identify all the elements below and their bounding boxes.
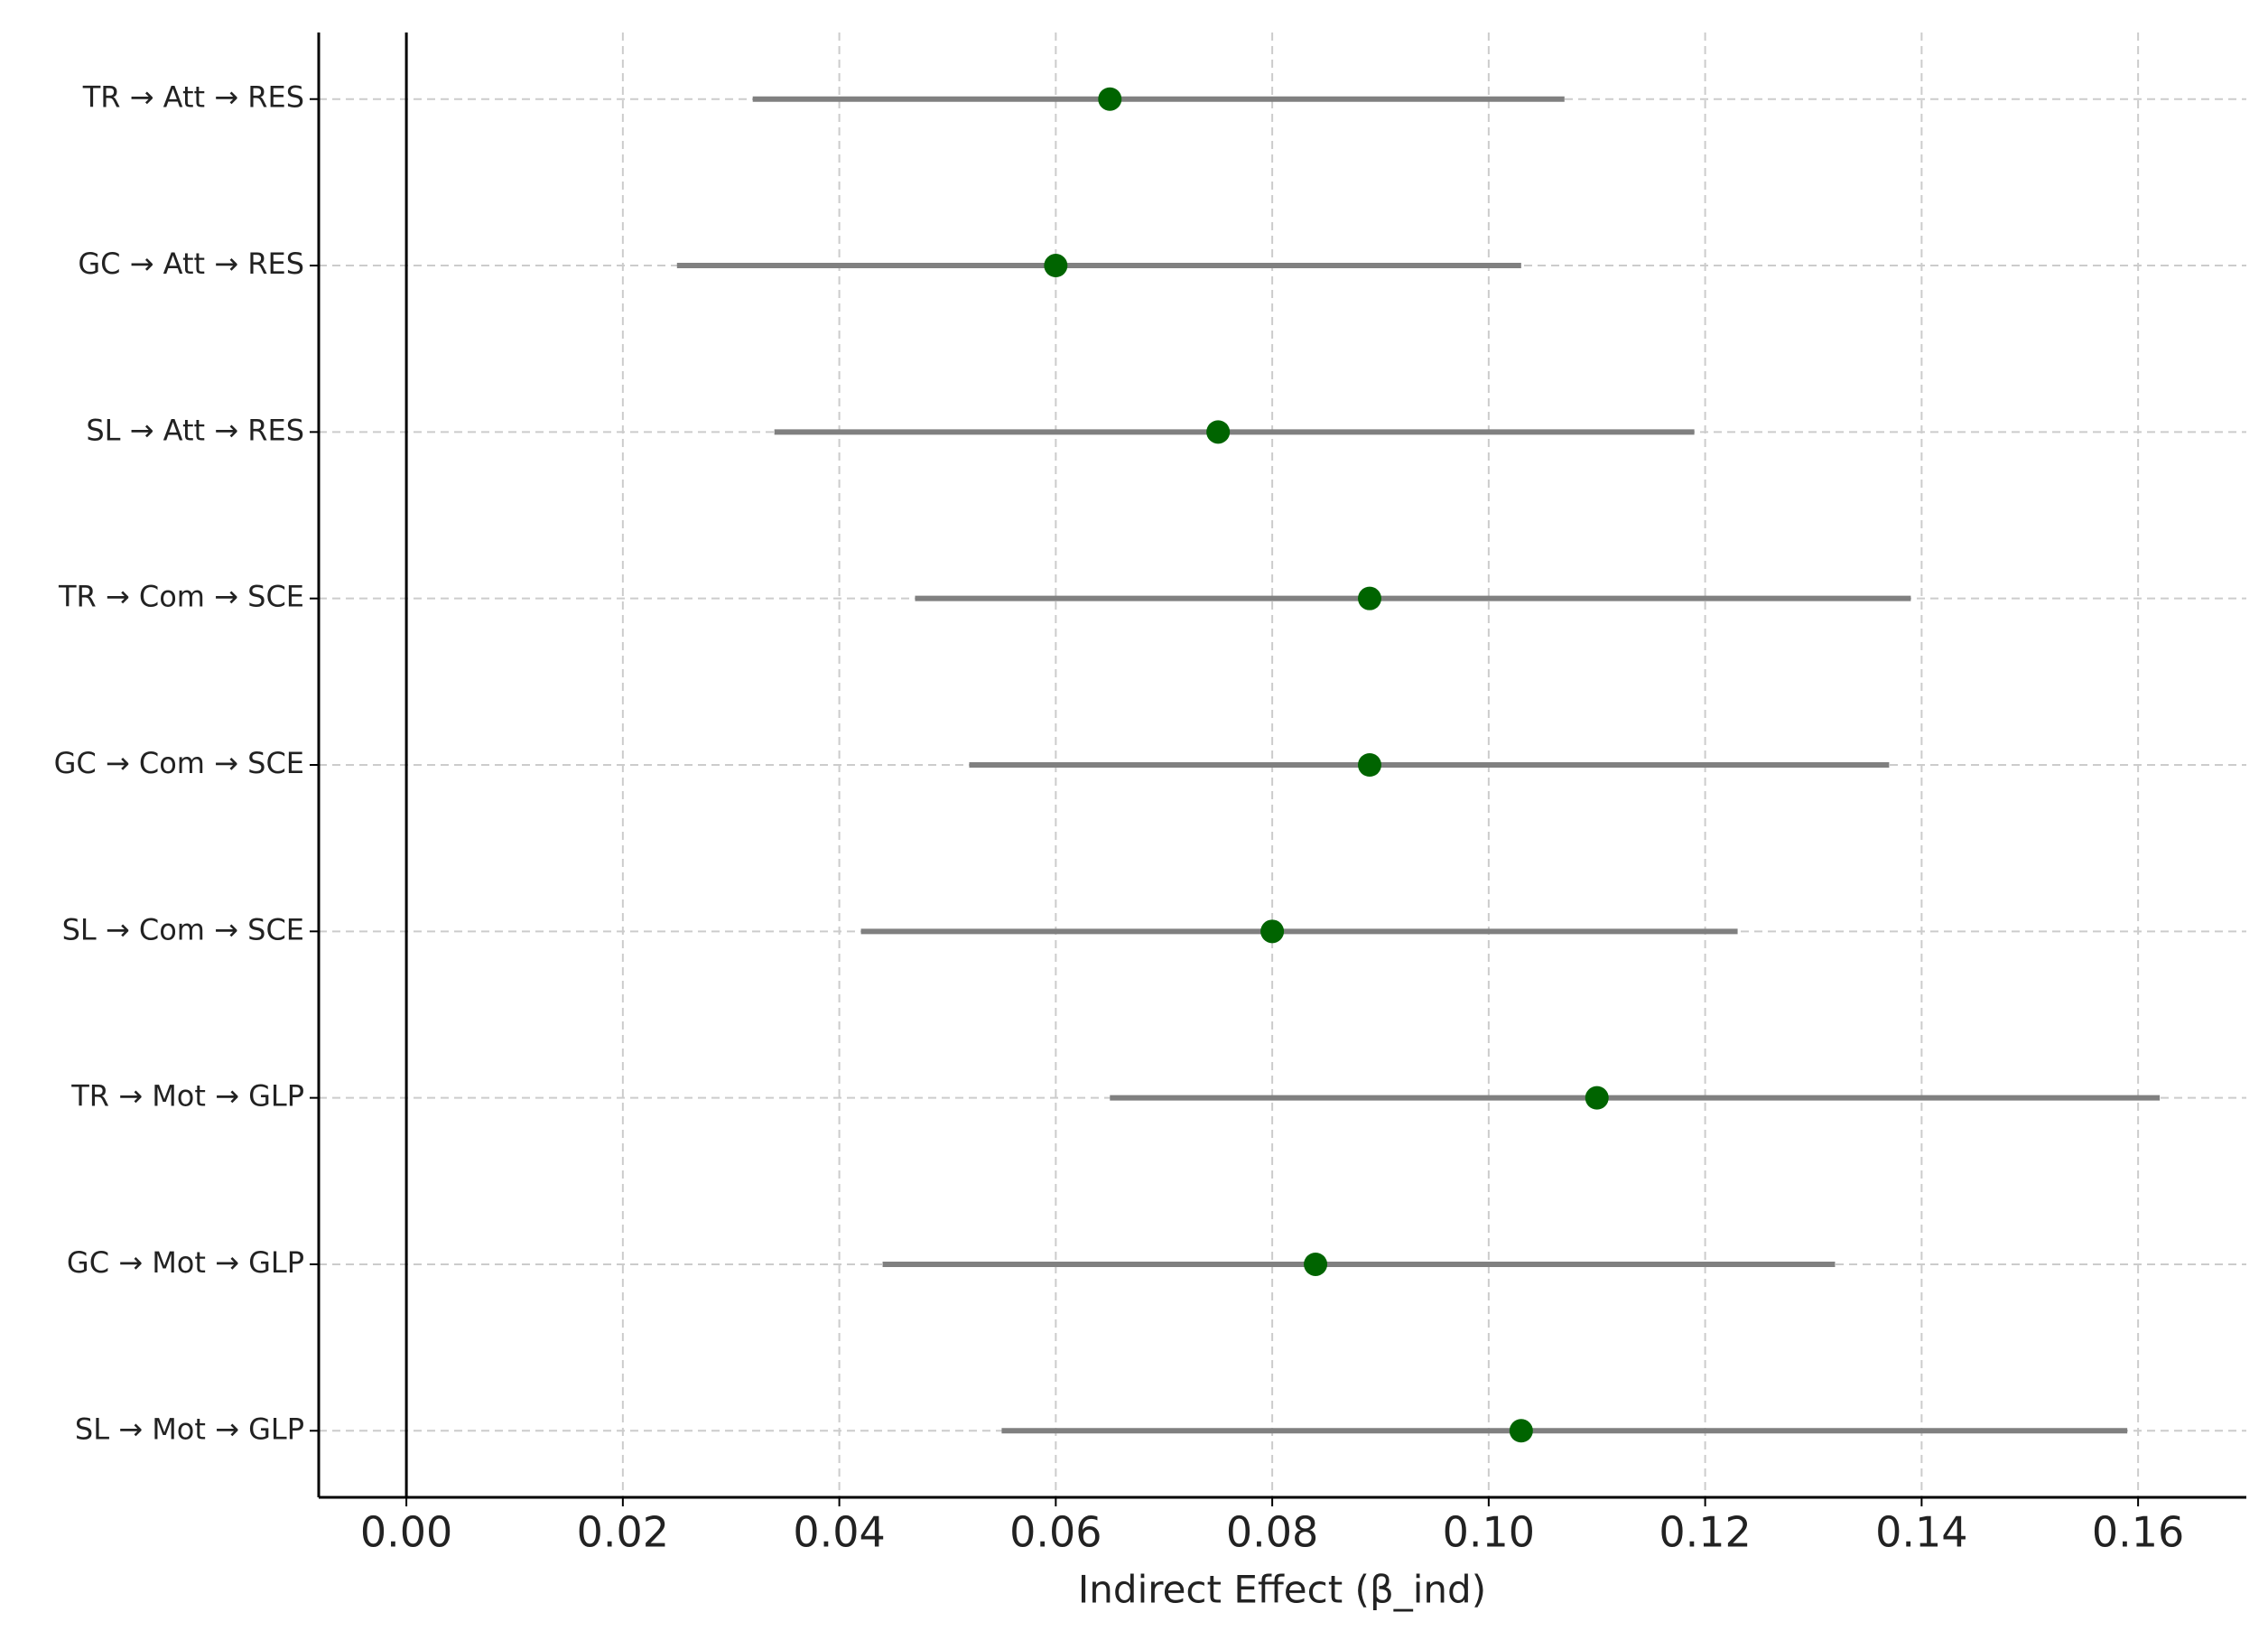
- point-estimate: [1304, 1252, 1328, 1276]
- y-tick-label: SL → Com → SCE: [62, 912, 304, 946]
- point-estimate: [1585, 1086, 1609, 1110]
- y-tick-label: GC → Com → SCE: [54, 746, 304, 780]
- point-estimate: [1358, 753, 1382, 777]
- point-estimate: [1044, 254, 1068, 278]
- x-tick-label: 0.10: [1443, 1508, 1535, 1557]
- point-estimate: [1260, 919, 1285, 944]
- point-estimate: [1206, 420, 1231, 444]
- x-axis-label: Indirect Effect (β_ind): [1078, 1568, 1486, 1612]
- y-tick-label: GC → Att → RES: [78, 247, 304, 281]
- y-tick-label: TR → Att → RES: [82, 80, 304, 115]
- point-estimate: [1509, 1419, 1533, 1443]
- y-tick-label: SL → Mot → GLP: [75, 1412, 304, 1446]
- x-tick-label: 0.14: [1875, 1508, 1967, 1557]
- x-tick-label: 0.00: [360, 1508, 452, 1557]
- x-tick-label: 0.06: [1009, 1508, 1101, 1557]
- y-tick-label: SL → Att → RES: [86, 413, 304, 447]
- point-estimate: [1358, 586, 1382, 610]
- x-tick-label: 0.12: [1659, 1508, 1751, 1557]
- x-tick-label: 0.02: [577, 1508, 669, 1557]
- y-tick-label: GC → Mot → GLP: [67, 1245, 304, 1280]
- x-tick-label: 0.08: [1226, 1508, 1318, 1557]
- y-tick-label: TR → Mot → GLP: [70, 1079, 304, 1114]
- y-tick-label: TR → Com → SCE: [58, 580, 304, 614]
- x-tick-label: 0.16: [2092, 1508, 2184, 1557]
- x-tick-label: 0.04: [793, 1508, 885, 1557]
- point-estimate: [1098, 87, 1122, 111]
